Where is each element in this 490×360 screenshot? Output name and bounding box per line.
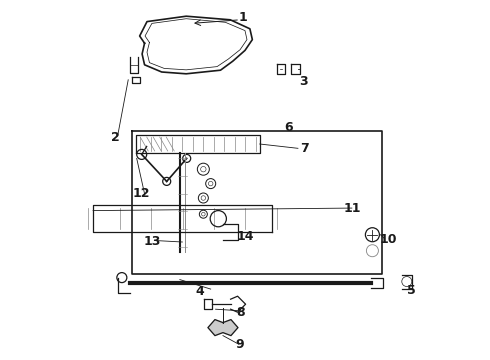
Text: 14: 14	[236, 230, 254, 243]
Text: 4: 4	[196, 285, 204, 298]
Text: 2: 2	[111, 131, 120, 144]
Text: 9: 9	[236, 338, 245, 351]
Text: 8: 8	[236, 306, 245, 319]
Text: 13: 13	[143, 235, 161, 248]
Text: 12: 12	[132, 187, 150, 200]
Text: 7: 7	[300, 142, 309, 155]
Text: 11: 11	[344, 202, 362, 215]
Text: 10: 10	[379, 233, 397, 246]
Text: 6: 6	[284, 121, 293, 134]
Polygon shape	[208, 320, 238, 336]
Text: 3: 3	[299, 75, 308, 88]
Text: 5: 5	[407, 284, 416, 297]
Text: 1: 1	[238, 11, 247, 24]
